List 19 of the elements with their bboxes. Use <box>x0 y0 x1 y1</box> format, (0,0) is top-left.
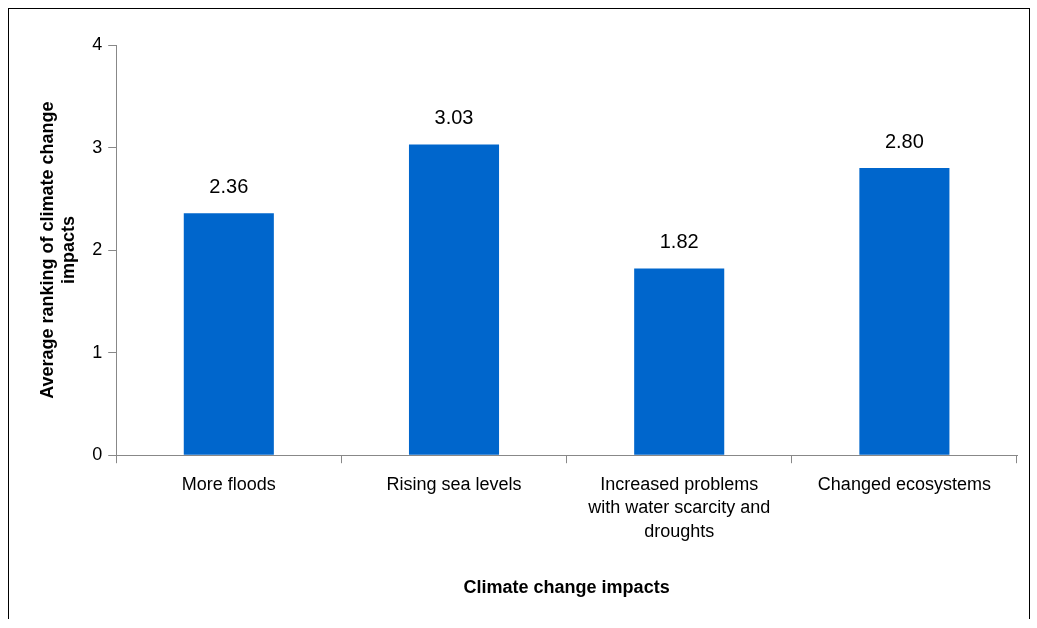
bar <box>859 168 950 455</box>
x-tick-label: Increased problems with water scarcity and droughts <box>587 473 771 541</box>
data-label: 2.36 <box>209 174 249 197</box>
x-axis-title: Climate change impacts <box>463 577 670 598</box>
x-tick-label: More floods <box>181 473 276 494</box>
data-label: 3.03 <box>434 105 474 128</box>
x-tick-label: Rising sea levels <box>386 473 522 494</box>
y-tick-label: 2 <box>92 239 103 260</box>
bar <box>634 268 725 455</box>
data-label: 1.82 <box>659 230 699 253</box>
bar <box>408 144 500 455</box>
y-tick-label: 1 <box>92 341 103 362</box>
x-tick-label: Changed ecosystems <box>817 473 991 494</box>
y-tick-label: 4 <box>92 33 103 54</box>
data-label: 2.80 <box>884 129 924 152</box>
y-tick-label: 0 <box>92 444 103 465</box>
y-axis-title: Average ranking of climate change impacts <box>36 101 79 399</box>
y-tick-label: 3 <box>92 136 103 157</box>
bar <box>183 213 274 455</box>
